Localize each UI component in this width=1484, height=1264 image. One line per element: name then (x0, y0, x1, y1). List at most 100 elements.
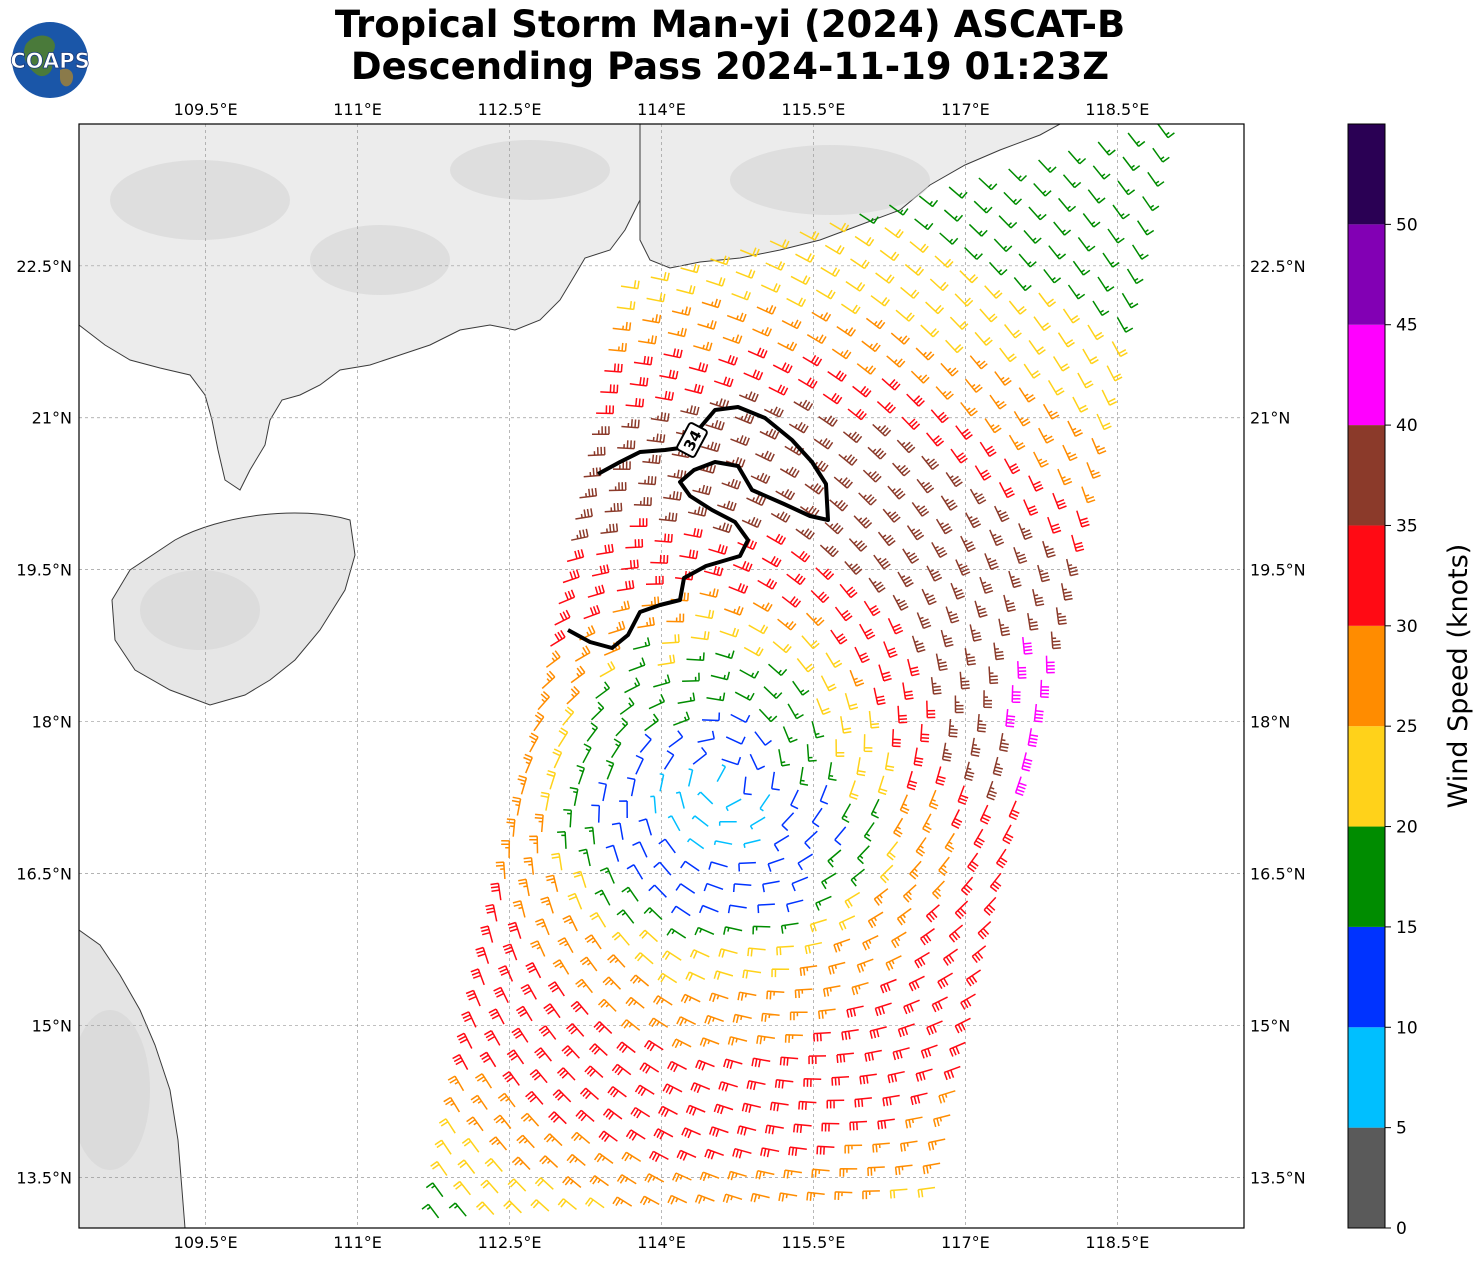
wind-barb (796, 658, 815, 673)
wind-barb (501, 840, 511, 858)
wind-barb (887, 1070, 905, 1084)
wind-barb (769, 239, 790, 249)
wind-barb (425, 1182, 444, 1198)
wind-barb (941, 742, 952, 762)
wind-barb (819, 784, 829, 805)
wind-barb (920, 324, 940, 338)
wind-barb (663, 348, 683, 359)
wind-barb (968, 223, 988, 237)
wind-barb (795, 253, 815, 263)
wind-barb (826, 1099, 845, 1109)
wind-barb (960, 993, 976, 1010)
wind-barb (638, 475, 657, 486)
axis-labels: 109.5°E 109.5°E 111°E 111°E 112.5°E 112.5°E 11… (16, 100, 1305, 1252)
wind-barb (822, 392, 843, 405)
wind-barb (976, 714, 987, 733)
wind-barb (653, 861, 672, 876)
colorbar-tick-label: 15 (1396, 918, 1418, 938)
wind-barb (817, 1008, 836, 1020)
wind-barb (964, 378, 983, 393)
wind-barb (973, 828, 985, 849)
wind-barb (756, 1035, 776, 1045)
wind-barb (557, 831, 567, 849)
wind-barb (693, 341, 713, 352)
wind-barb (872, 1142, 890, 1153)
wind-barb (954, 293, 974, 307)
wind-barb (493, 1114, 512, 1129)
wind-barb (716, 764, 727, 782)
wind-barb (648, 884, 667, 898)
wind-barb (992, 756, 1003, 777)
wind-barb (888, 204, 909, 216)
wind-barb (461, 1137, 480, 1153)
wind-barb (493, 986, 509, 1004)
wind-barb (906, 770, 918, 791)
wind-barb (931, 542, 948, 558)
wind-barb (786, 573, 806, 586)
wind-barb (448, 1202, 467, 1217)
wind-barb (840, 303, 861, 315)
wind-barb (587, 584, 605, 598)
wind-barb (808, 1055, 827, 1065)
wind-barb (686, 838, 705, 850)
wind-barb (863, 734, 873, 753)
wind-barb (644, 713, 659, 732)
wind-barb (945, 471, 963, 488)
wind-barb (599, 661, 616, 678)
wind-barb (1008, 570, 1022, 589)
wind-barb (691, 815, 709, 827)
wind-barb (667, 815, 681, 832)
colorbar-bin (1348, 1027, 1385, 1128)
wind-barb (984, 418, 1002, 434)
wind-barb (730, 713, 751, 723)
wind-barb (540, 791, 550, 811)
wind-barb (965, 969, 982, 987)
wind-barb (908, 975, 925, 992)
wind-barb (1067, 284, 1086, 300)
wind-barb (452, 1054, 469, 1070)
wind-barb (828, 961, 846, 975)
wind-barb (697, 730, 715, 743)
wind-barb (695, 609, 715, 620)
wind-barb (628, 657, 646, 672)
wind-barb (769, 1101, 789, 1112)
wind-barb (648, 693, 666, 710)
wind-barb (797, 853, 813, 871)
wind-barb (914, 951, 930, 969)
wind-barb (928, 789, 939, 810)
wind-barb (883, 641, 898, 658)
wind-barb (1096, 413, 1112, 431)
wind-barb (793, 1123, 812, 1133)
wind-barb (543, 1133, 563, 1147)
wind-barb (1038, 159, 1057, 173)
wind-barb (579, 625, 596, 641)
wind-barb (854, 235, 875, 247)
colorbar-bin (1348, 525, 1385, 626)
wind-barb (839, 1167, 858, 1177)
wind-barb (1028, 206, 1047, 221)
wind-barb (1117, 180, 1136, 196)
34kt-contour (567, 405, 830, 650)
wind-barb (658, 512, 678, 522)
wind-barb (657, 972, 678, 984)
wind-barb (994, 505, 1010, 523)
wind-barb (1013, 546, 1028, 565)
wind-barb (717, 500, 737, 512)
wind-barb (566, 549, 585, 563)
wind-barb (616, 909, 635, 924)
wind-barb (608, 342, 627, 352)
wind-barb (925, 904, 940, 923)
colorbar-bin (1348, 625, 1385, 727)
wind-barb (675, 883, 696, 894)
wind-barb (712, 522, 733, 534)
wind-barb (1065, 558, 1079, 577)
wind-barb (901, 416, 921, 430)
wind-barb (681, 1127, 701, 1139)
wind-barb (1142, 196, 1160, 212)
wind-barb (882, 508, 901, 523)
wind-barb (497, 965, 514, 982)
wind-barb (1067, 150, 1087, 165)
wind-barb (849, 669, 865, 687)
wind-barb (825, 652, 843, 669)
colorbar-bins (1348, 124, 1385, 1228)
